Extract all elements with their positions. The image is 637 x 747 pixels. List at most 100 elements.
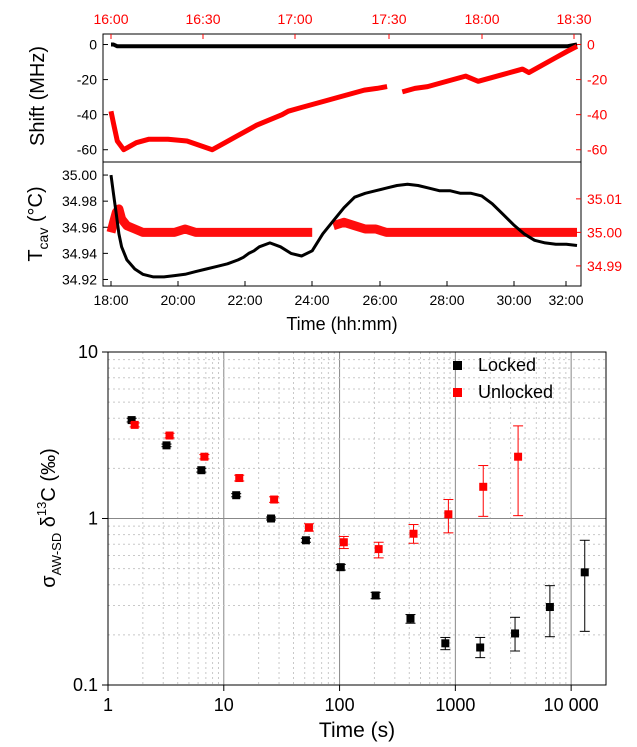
shift-left-tick-label: -60 xyxy=(77,142,97,158)
temperature-series-locked xyxy=(109,174,578,279)
data-point-unlocked xyxy=(235,474,244,483)
data-point-locked xyxy=(162,441,171,450)
top-axis-tick-label: 17:00 xyxy=(277,11,312,27)
data-point-unlocked xyxy=(200,452,209,461)
top-axis-tick-label: 16:30 xyxy=(185,11,220,27)
temperature-right-tick-label: 35.01 xyxy=(587,191,622,207)
allan-y-label-sup: 13 xyxy=(34,502,49,516)
data-point-locked xyxy=(580,568,589,577)
temperature-x-tick-label: 28:00 xyxy=(429,292,464,308)
temperature-series-unlocked xyxy=(106,204,577,237)
temperature-left-tick-label: 34.96 xyxy=(62,219,97,235)
temperature-x-tick-label: 30:00 xyxy=(496,292,531,308)
allan-x-tick-label: 10 xyxy=(214,695,234,715)
data-point-locked xyxy=(232,491,241,500)
data-point-locked xyxy=(545,603,554,612)
top-axis-tick-label: 16:00 xyxy=(93,11,128,27)
data-point-locked xyxy=(267,514,276,523)
legend-swatch-locked xyxy=(453,361,462,370)
allan-data-points xyxy=(126,416,590,659)
allan-x-axis-label: Time (s) xyxy=(319,719,395,742)
temperature-left-tick-label: 34.92 xyxy=(62,271,97,287)
temperature-y-axis-label: Tcav (°C) xyxy=(25,186,51,261)
data-point-locked xyxy=(336,563,345,572)
allan-y-axis-label: σAW-SD δ13C (‰) xyxy=(34,448,64,587)
legend-label-locked: Locked xyxy=(478,355,536,375)
top-axis-tick-label: 18:30 xyxy=(556,11,591,27)
data-point-locked xyxy=(511,629,520,638)
allan-y-label-sigma: σ xyxy=(38,575,60,588)
data-point-unlocked xyxy=(270,495,279,504)
top-axis-tick-label: 18:00 xyxy=(464,11,499,27)
temperature-x-tick-label: 20:00 xyxy=(160,292,195,308)
data-point-locked xyxy=(476,643,485,652)
shift-right-tick-label: -20 xyxy=(587,72,607,88)
shift-plot-lines xyxy=(108,42,579,153)
data-point-locked xyxy=(127,416,136,425)
allan-x-tick-label: 1 xyxy=(103,695,113,715)
temperature-x-tick-label: 26:00 xyxy=(362,292,397,308)
shift-y-axis-label: Shift (MHz) xyxy=(27,46,49,146)
shift-left-axis-ticks: 0 -20 -40 -60 xyxy=(77,37,108,158)
allan-legend: Locked Unlocked xyxy=(453,355,553,402)
data-point-locked xyxy=(301,536,310,545)
temperature-left-tick-label: 35.00 xyxy=(62,167,97,183)
shift-right-axis-ticks: 0 -20 -40 -60 xyxy=(576,37,607,158)
temperature-x-tick-label: 32:00 xyxy=(548,292,583,308)
shift-left-tick-label: -20 xyxy=(77,72,97,88)
temperature-x-axis-label: Time (hh:mm) xyxy=(286,314,397,334)
allan-y-tick-label: 0.1 xyxy=(73,675,98,695)
data-point-unlocked xyxy=(409,529,418,538)
temperature-y-label-unit: (°C) xyxy=(25,186,47,227)
data-point-unlocked xyxy=(479,482,488,491)
allan-x-tick-label: 1000 xyxy=(435,695,475,715)
temperature-right-tick-label: 35.00 xyxy=(587,224,622,240)
data-point-unlocked xyxy=(444,510,453,519)
shift-right-tick-label: -60 xyxy=(587,142,607,158)
shift-left-tick-label: 0 xyxy=(89,37,97,53)
shift-left-tick-label: -40 xyxy=(77,107,97,123)
temperature-left-tick-label: 34.98 xyxy=(62,193,97,209)
allan-y-tick-label: 1 xyxy=(88,509,98,529)
top-axis-tick-label: 17:30 xyxy=(371,11,406,27)
temperature-right-tick-label: 34.99 xyxy=(587,258,622,274)
allan-x-tick-label: 10 000 xyxy=(544,695,599,715)
allan-y-label-sub: AW-SD xyxy=(49,533,64,576)
shift-series-locked xyxy=(111,42,578,49)
temperature-plot-frame xyxy=(102,161,582,287)
allan-y-axis-ticks: 10 1 0.1 xyxy=(73,342,108,695)
allan-x-tick-label: 100 xyxy=(325,695,355,715)
data-point-unlocked xyxy=(304,523,313,532)
data-point-locked xyxy=(406,614,415,623)
legend-label-unlocked: Unlocked xyxy=(478,382,553,402)
data-point-unlocked xyxy=(514,452,523,461)
allan-y-tick-label: 10 xyxy=(78,342,98,362)
temperature-x-tick-label: 18:00 xyxy=(93,292,128,308)
temperature-left-tick-label: 34.94 xyxy=(62,245,97,261)
temperature-x-tick-label: 22:00 xyxy=(227,292,262,308)
shift-series-unlocked xyxy=(108,44,579,153)
allan-x-axis-ticks: 1 10 100 1000 10 000 xyxy=(103,685,599,715)
temperature-x-axis-ticks: 18:00 20:00 22:00 24:00 26:00 28:00 30:00 32:00 xyxy=(93,281,584,308)
temperature-x-tick-label: 24:00 xyxy=(294,292,329,308)
data-point-locked xyxy=(441,639,450,648)
allan-y-label-delta: δ xyxy=(38,516,60,533)
shift-right-tick-label: -40 xyxy=(587,107,607,123)
temperature-y-label-main: T xyxy=(25,249,47,261)
data-point-unlocked xyxy=(130,420,139,429)
legend-swatch-unlocked xyxy=(453,388,462,397)
temperature-left-axis-ticks: 35.00 34.98 34.96 34.94 34.92 xyxy=(62,167,108,287)
data-point-locked xyxy=(371,591,380,600)
shift-right-tick-label: 0 xyxy=(587,37,595,53)
shift-top-axis-ticks: 16:00 16:30 17:00 17:30 18:00 18:30 xyxy=(93,11,592,39)
temperature-panel: 18:00 20:00 22:00 24:00 26:00 28:00 30:00 32:00… xyxy=(25,161,622,334)
data-point-locked xyxy=(197,466,206,475)
data-point-unlocked xyxy=(374,545,383,554)
shift-panel: 16:00 16:30 17:00 17:30 18:00 18:30 0 -20 -40 -6… xyxy=(27,11,607,163)
data-point-unlocked xyxy=(165,431,174,440)
data-point-unlocked xyxy=(339,538,348,547)
temperature-plot-lines xyxy=(106,174,578,279)
